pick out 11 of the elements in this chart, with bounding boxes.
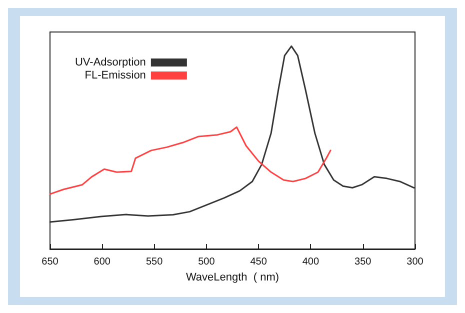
x-tick-label: 600: [94, 256, 111, 268]
x-axis-title: WaveLength ( nm): [186, 271, 280, 284]
x-tick-label: 450: [250, 256, 268, 268]
x-tick-label: 400: [302, 256, 320, 268]
x-tick-label: 500: [198, 256, 216, 268]
x-tick-label: 350: [354, 256, 372, 268]
x-tick-label: 650: [42, 256, 59, 268]
legend-label: FL-Emission: [84, 70, 146, 82]
x-tick-label: 550: [146, 256, 164, 268]
x-tick-label: 300: [406, 256, 424, 268]
legend-label: UV-Adsorption: [74, 56, 146, 68]
